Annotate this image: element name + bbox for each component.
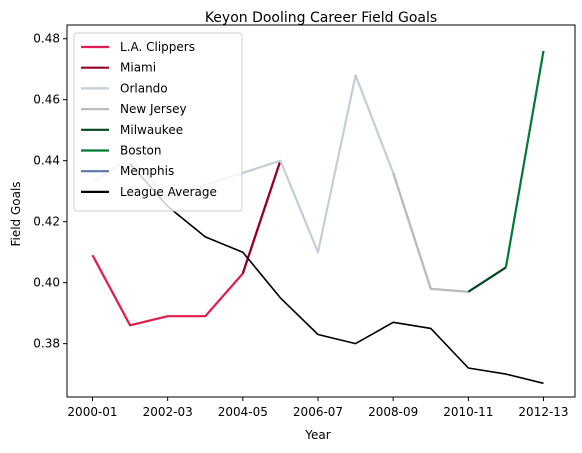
x-tick-label-1: 2002-03 [143, 405, 193, 419]
chart-title: Keyon Dooling Career Field Goals [205, 10, 437, 26]
x-tick-label-3: 2006-07 [293, 405, 343, 419]
series-line-1 [241, 160, 282, 274]
x-axis-label: Year [304, 428, 330, 442]
legend-box [73, 32, 243, 212]
y-axis-label: Field Goals [9, 181, 23, 246]
legend-label-4: Milwaukee [120, 123, 183, 137]
legend-label-7: League Average [120, 185, 217, 199]
y-tick-label-3: 0.44 [33, 154, 60, 168]
legend: L.A. Clippers Miami Orlando New Jersey Milwa… [73, 32, 243, 212]
legend-label-0: L.A. Clippers [120, 40, 195, 54]
x-tick-label-4: 2008-09 [368, 405, 418, 419]
legend-label-3: New Jersey [120, 102, 187, 116]
x-tick-label-0: 2000-01 [67, 405, 117, 419]
x-tick-label-5: 2010-11 [443, 405, 493, 419]
x-tick-label-6: 2012-13 [518, 405, 568, 419]
legend-label-1: Miami [120, 61, 156, 75]
legend-label-5: Boston [120, 144, 161, 158]
plot-area [66, 24, 576, 398]
y-tick-label-2: 0.42 [33, 215, 60, 229]
y-tick-label-5: 0.48 [33, 32, 60, 46]
series-line-5 [504, 50, 545, 268]
series-line-3 [392, 172, 469, 293]
series-line-7 [129, 163, 544, 385]
legend-label-6: Memphis [120, 164, 174, 178]
y-axis: 0.38 0.40 0.42 0.44 0.46 0.48 [33, 32, 67, 351]
y-tick-label-4: 0.46 [33, 93, 60, 107]
legend-label-2: Orlando [120, 81, 168, 95]
series-line-4 [467, 266, 507, 293]
x-axis: 2000-01 2002-03 2004-05 2006-07 2008-09 2010-… [67, 397, 569, 419]
x-tick-label-2: 2004-05 [218, 405, 268, 419]
y-tick-label-1: 0.40 [33, 276, 60, 290]
y-tick-label-0: 0.38 [33, 337, 60, 351]
